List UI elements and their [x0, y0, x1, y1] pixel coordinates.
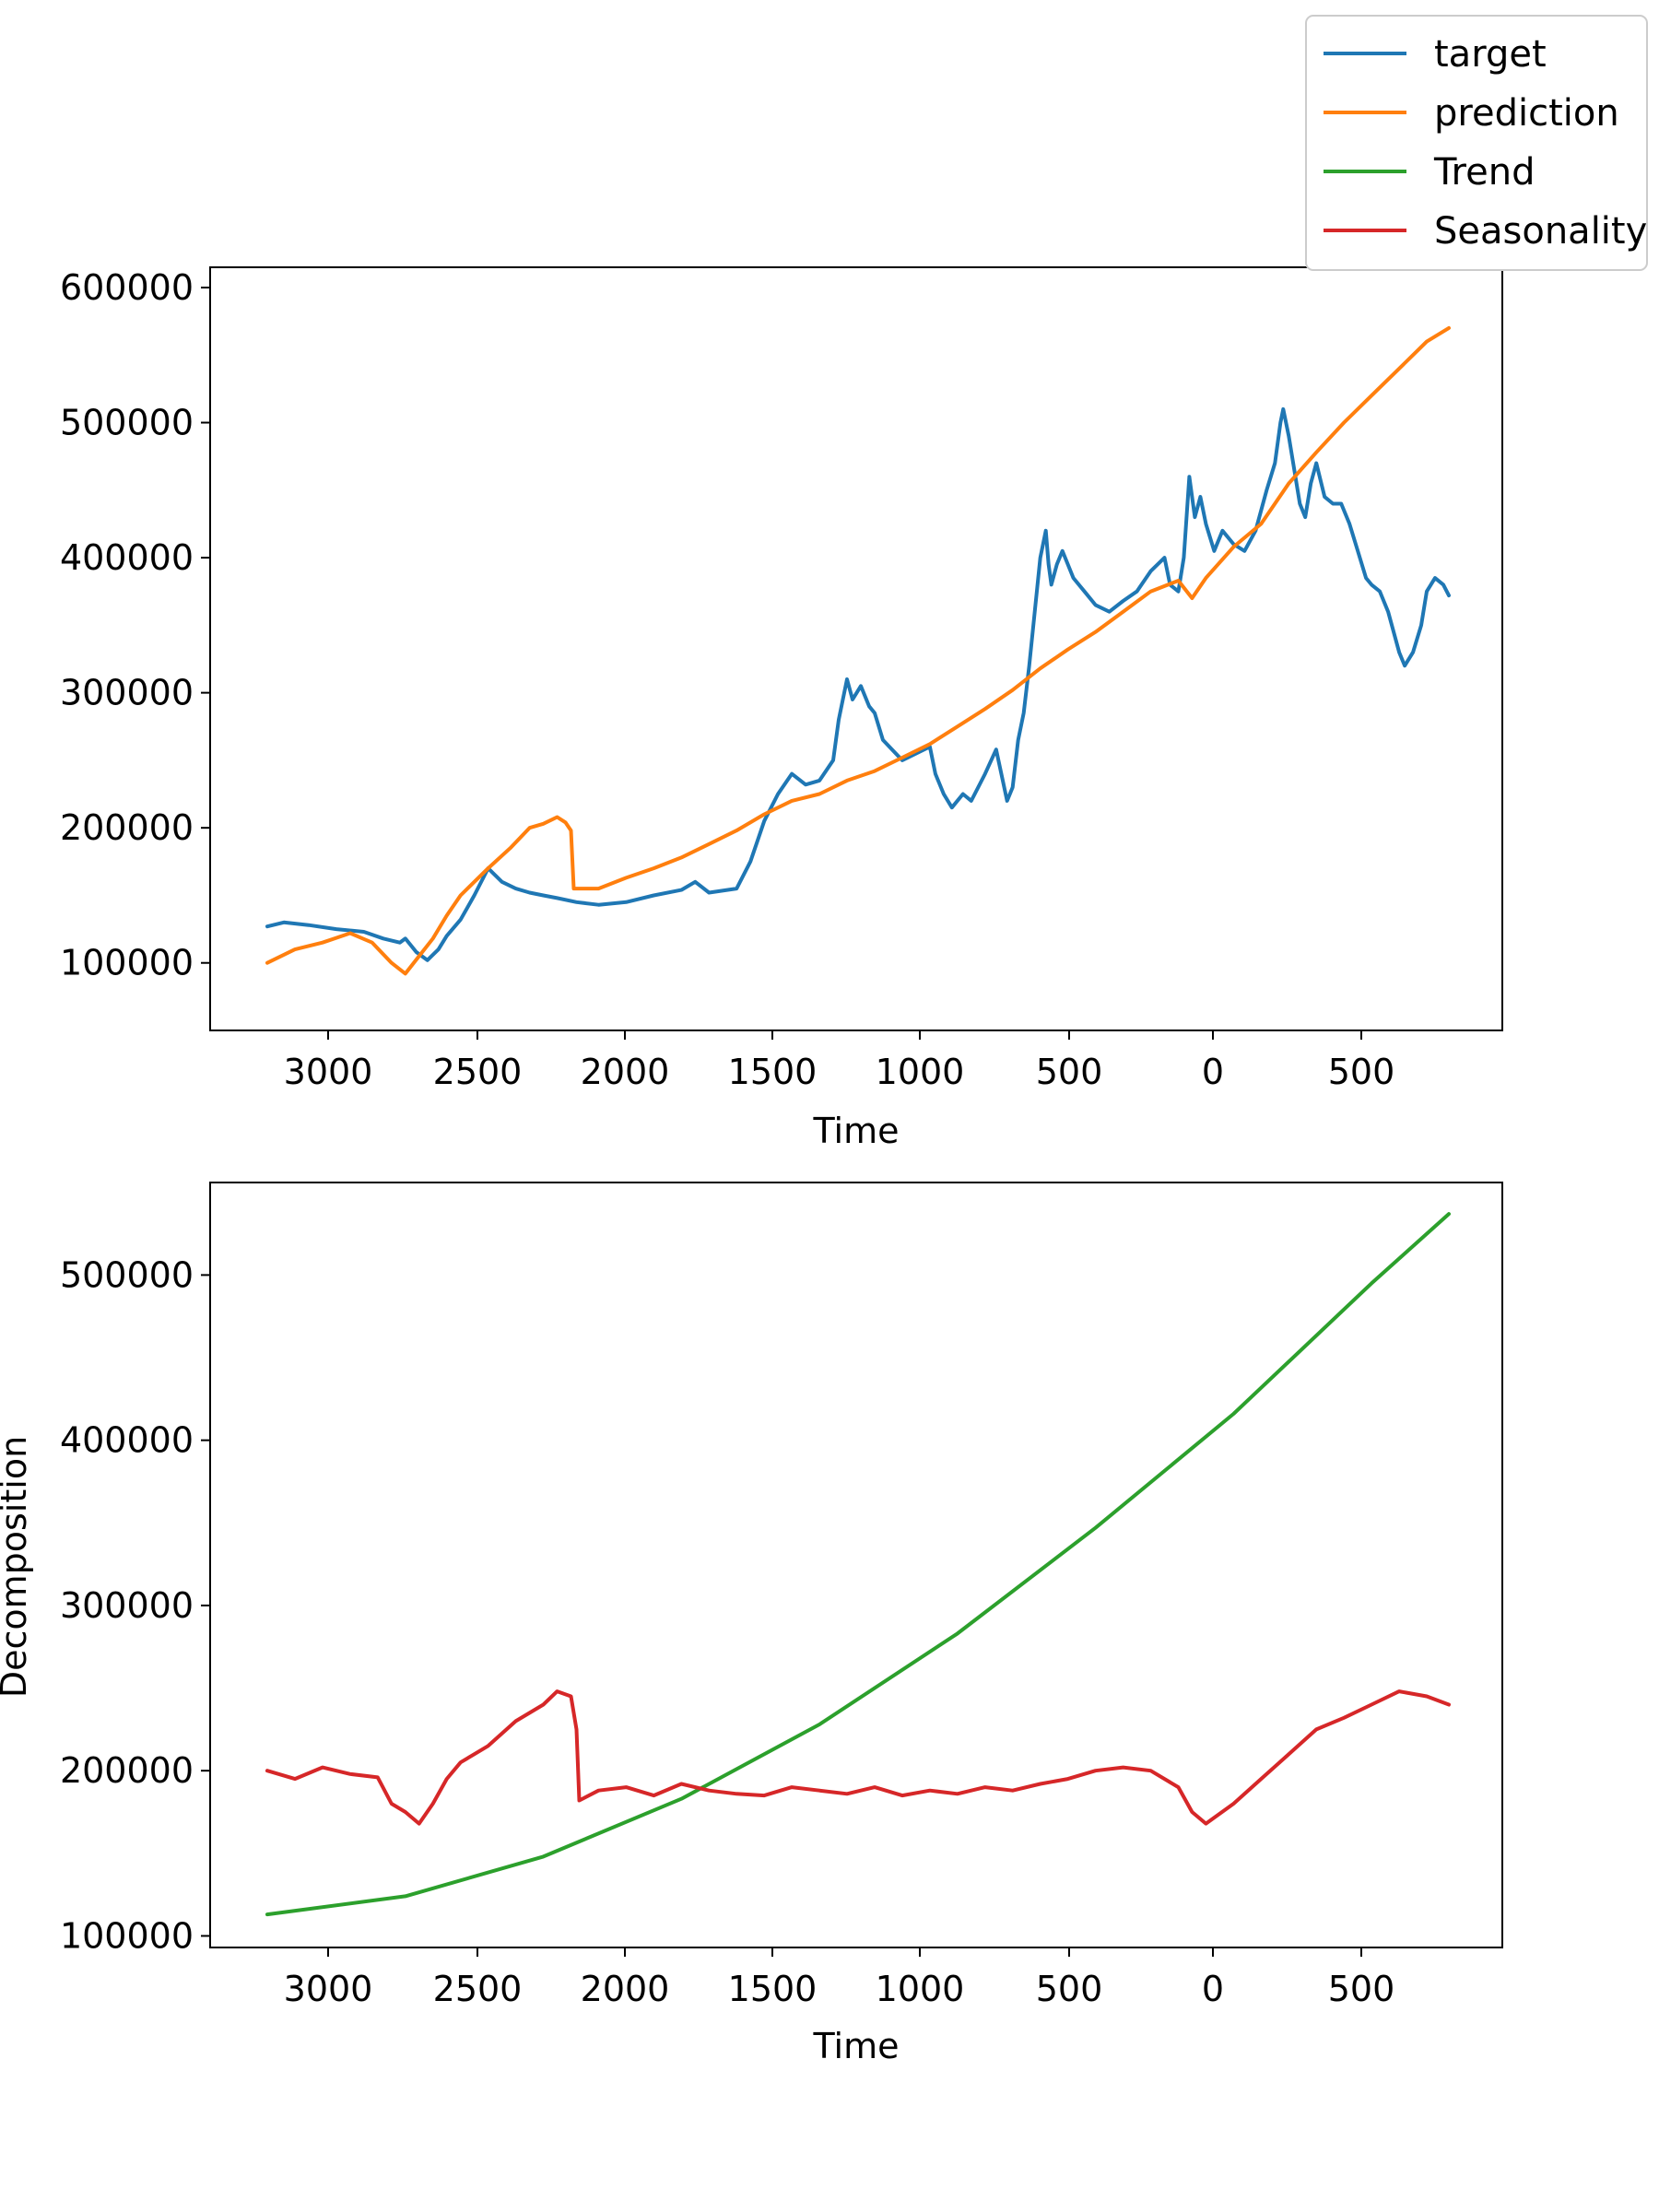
bottom-series-seasonality — [265, 1689, 1451, 1826]
top-x-tick-label: 500 — [1036, 1052, 1103, 1092]
top-x-tick-label: 1500 — [728, 1052, 818, 1092]
bottom-y-tick-label: 300000 — [60, 1585, 194, 1626]
bottom-y-axis: 100000 200000 300000 400000 500000 — [60, 1254, 210, 1956]
bottom-plot-frame — [209, 1182, 1503, 1948]
top-y-tick-label: 500000 — [60, 403, 194, 443]
legend-label-trend: Trend — [1433, 151, 1535, 194]
top-y-tick-label: 200000 — [60, 807, 194, 848]
top-y-tick-label: 100000 — [60, 943, 194, 983]
top-y-tick-label: 400000 — [60, 537, 194, 578]
bottom-subplot: 100000 200000 300000 400000 500000 3000 2500 2… — [0, 1182, 1503, 2066]
top-series-group — [265, 325, 1451, 976]
bottom-x-tick-label: 500 — [1328, 1969, 1395, 2009]
legend-box — [1305, 15, 1648, 271]
top-series-prediction — [265, 325, 1451, 976]
top-y-axis: 100000 200000 300000 400000 500000 600000 — [60, 267, 210, 983]
bottom-x-axis: 3000 2500 2000 1500 1000 500 0 500 — [284, 1947, 1395, 2009]
bottom-x-tick-label: 2000 — [581, 1969, 670, 2009]
bottom-x-tick-label: 0 — [1202, 1969, 1224, 2009]
top-y-tick-label: 600000 — [60, 267, 194, 308]
bottom-series-trend — [265, 1212, 1451, 1917]
top-x-tick-label: 500 — [1328, 1052, 1395, 1092]
top-y-tick-label: 300000 — [60, 673, 194, 713]
top-x-tick-label: 2000 — [581, 1052, 670, 1092]
bottom-y-tick-label: 200000 — [60, 1750, 194, 1791]
top-x-axis-label: Time — [813, 1111, 900, 1151]
bottom-x-tick-label: 500 — [1036, 1969, 1103, 2009]
bottom-series-group — [265, 1212, 1451, 1917]
bottom-x-tick-label: 1000 — [876, 1969, 965, 2009]
bottom-x-tick-label: 1500 — [728, 1969, 818, 2009]
bottom-x-tick-label: 2500 — [433, 1969, 523, 2009]
bottom-x-axis-label: Time — [813, 2026, 900, 2066]
top-series-target — [265, 406, 1451, 962]
bottom-y-tick-label: 100000 — [60, 1915, 194, 1956]
bottom-y-axis-label: Decomposition — [0, 1436, 34, 1698]
legend-label-target: target — [1434, 33, 1547, 76]
top-x-tick-label: 0 — [1202, 1052, 1224, 1092]
top-x-tick-label: 1000 — [876, 1052, 965, 1092]
legend-label-seasonality: Seasonality — [1434, 210, 1647, 253]
legend: target prediction Trend Seasonality — [1305, 15, 1648, 271]
top-x-axis: 3000 2500 2000 1500 1000 500 0 500 — [284, 1030, 1395, 1092]
legend-label-prediction: prediction — [1434, 92, 1619, 135]
bottom-y-tick-label: 400000 — [60, 1420, 194, 1461]
top-subplot: 100000 200000 300000 400000 500000 600000 300… — [60, 266, 1503, 1151]
top-x-tick-label: 3000 — [284, 1052, 373, 1092]
bottom-x-tick-label: 3000 — [284, 1969, 373, 2009]
top-plot-frame — [209, 266, 1503, 1031]
legend-entries: target prediction Trend Seasonality — [1324, 33, 1647, 253]
bottom-y-tick-label: 500000 — [60, 1254, 194, 1295]
top-x-tick-label: 2500 — [433, 1052, 523, 1092]
